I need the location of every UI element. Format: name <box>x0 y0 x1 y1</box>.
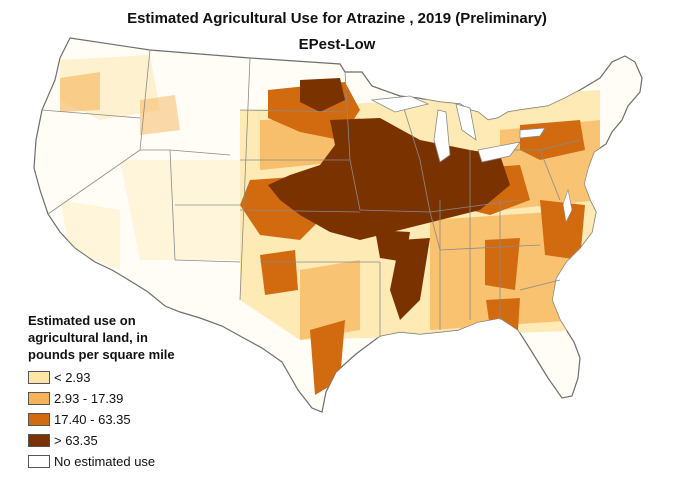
legend: Estimated use on agricultural land, in p… <box>28 312 228 472</box>
legend-item-mid: 17.40 - 63.35 <box>28 409 228 430</box>
legend-label-none: No estimated use <box>54 454 156 469</box>
legend-label-mid: 17.40 - 63.35 <box>54 412 131 427</box>
legend-title: Estimated use on agricultural land, in p… <box>28 312 228 363</box>
state-borders <box>41 49 581 336</box>
legend-label-high: > 63.35 <box>54 433 98 448</box>
legend-label-low-mid: 2.93 - 17.39 <box>54 391 124 406</box>
map-subtitle: EPest-Low <box>298 36 376 53</box>
legend-swatch-high <box>28 434 50 447</box>
legend-item-none: No estimated use <box>28 451 228 472</box>
legend-title-line-1: Estimated use on <box>28 313 136 328</box>
legend-swatch-low <box>28 371 50 384</box>
legend-item-low: < 2.93 <box>28 367 228 388</box>
legend-item-high: > 63.35 <box>28 430 228 451</box>
legend-swatch-low-mid <box>28 392 50 405</box>
legend-item-low-mid: 2.93 - 17.39 <box>28 388 228 409</box>
legend-title-line-3: pounds per square mile <box>28 347 175 362</box>
map-title: Estimated Agricultural Use for Atrazine … <box>127 10 547 27</box>
legend-label-low: < 2.93 <box>54 370 91 385</box>
legend-title-line-2: agricultural land, in <box>28 330 148 345</box>
chesapeake-bay <box>562 188 573 223</box>
great-lakes <box>370 95 546 163</box>
legend-swatch-mid <box>28 413 50 426</box>
legend-swatch-none <box>28 455 50 468</box>
